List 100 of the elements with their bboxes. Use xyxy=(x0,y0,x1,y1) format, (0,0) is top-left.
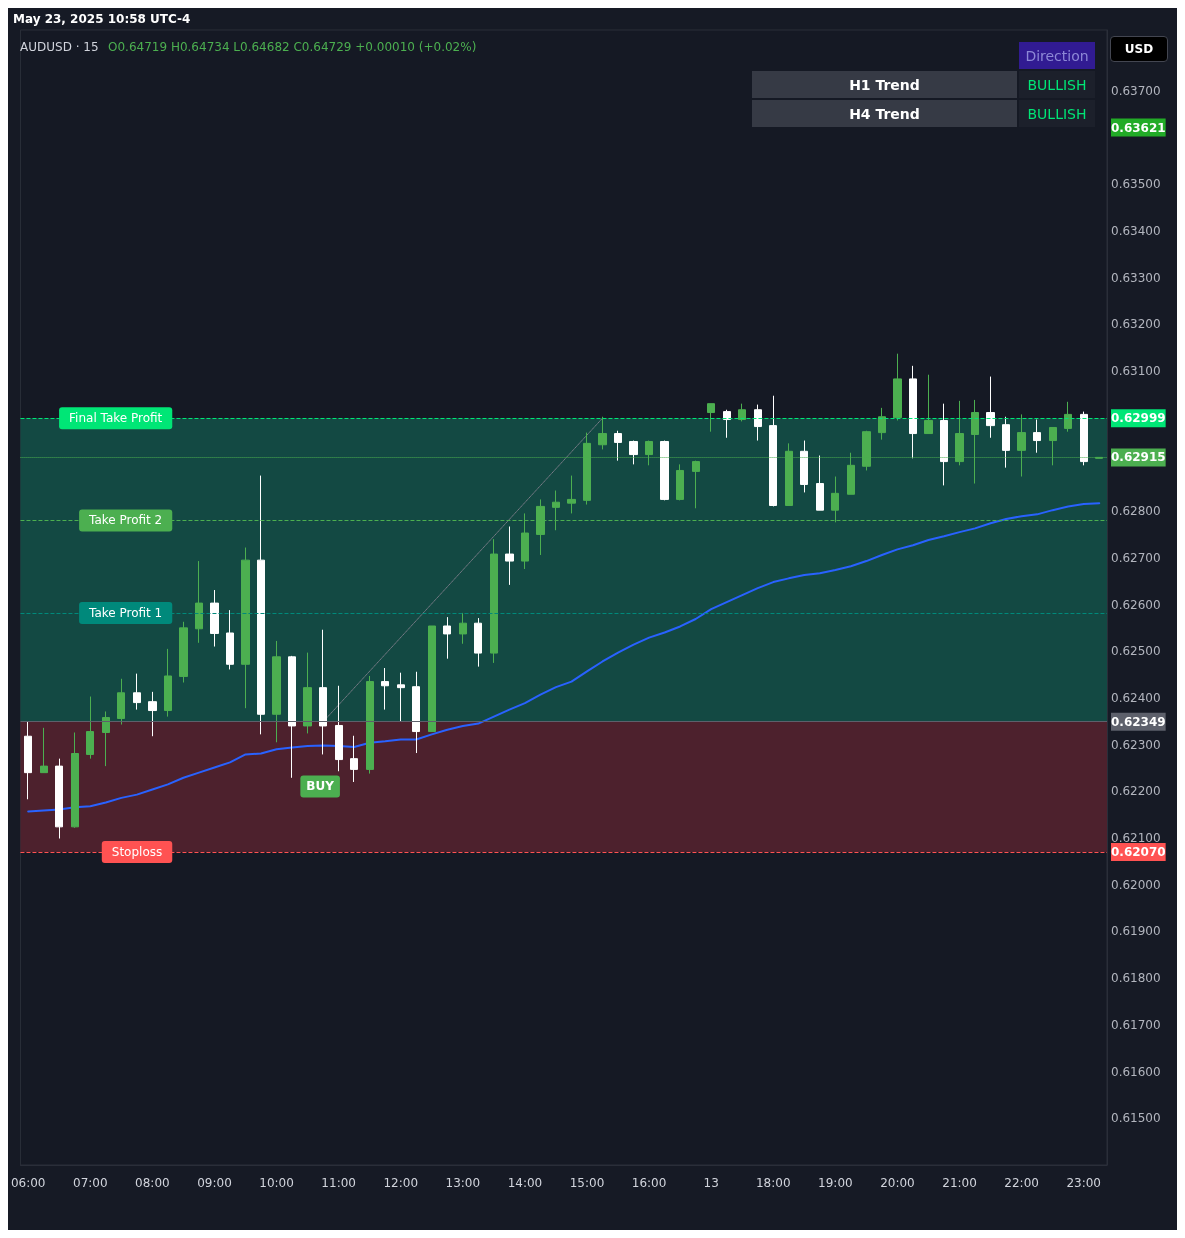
candlestick xyxy=(754,404,762,442)
candlestick xyxy=(676,463,684,501)
text: USD xyxy=(1110,36,1168,62)
y-tick-label: 0.62915 xyxy=(1111,450,1166,465)
x-tick-label: 15:00 xyxy=(569,1176,605,1190)
candlestick xyxy=(893,353,902,421)
candlestick xyxy=(40,727,48,774)
x-tick-label: 07:00 xyxy=(73,1176,108,1190)
y-tick-label: 0.62600 xyxy=(1111,597,1161,612)
candlestick xyxy=(319,629,327,755)
annotation: AUDUSD · 15 xyxy=(20,40,99,54)
x-tick-label: 09:00 xyxy=(197,1176,232,1190)
line-series xyxy=(27,502,1101,813)
candlestick xyxy=(179,621,188,684)
annotation: H4 Trend xyxy=(752,100,1017,127)
annotation: BULLISH xyxy=(1019,71,1095,98)
y-tick-label: 0.61500 xyxy=(1111,1111,1161,1126)
candlestick xyxy=(1064,401,1072,433)
x-tick-label: 10:00 xyxy=(259,1176,294,1190)
x-tick-label: 14:00 xyxy=(507,1176,543,1190)
candlestick xyxy=(614,430,622,462)
x-tick-label: 06:00 xyxy=(10,1176,46,1190)
x-tick-label: 21:00 xyxy=(942,1176,977,1190)
x-tick-label: 22:00 xyxy=(1004,1176,1039,1190)
y-tick-label: 0.61900 xyxy=(1111,924,1161,939)
y-tick-label: 0.63200 xyxy=(1111,317,1161,332)
candlestick xyxy=(816,455,824,511)
candlestick xyxy=(350,735,358,783)
candlestick xyxy=(71,731,79,829)
x-tick-label: 08:00 xyxy=(135,1176,170,1190)
ref-line-label: Final Take Profit xyxy=(69,411,163,426)
candlestick xyxy=(769,395,777,507)
candlestick xyxy=(24,721,32,800)
chart-title: May 23, 2025 10:58 UTC-4 xyxy=(13,12,191,26)
y-tick-label: 0.63300 xyxy=(1111,270,1161,285)
y-tick-label: 0.62400 xyxy=(1111,690,1161,705)
x-tick-label: 20:00 xyxy=(880,1176,915,1190)
candlestick xyxy=(272,640,281,743)
candlestick xyxy=(397,672,405,723)
y-tick-label: 0.62500 xyxy=(1111,644,1161,659)
candlestick xyxy=(800,440,808,493)
y-tick-label: 0.62999 xyxy=(1111,411,1166,426)
candlestick xyxy=(381,667,389,711)
candlestick xyxy=(924,374,933,435)
y-tick-label: 0.61600 xyxy=(1111,1064,1161,1079)
annotation: Direction xyxy=(1019,42,1095,69)
ref-line-label: Stoploss xyxy=(111,845,163,860)
candlestick xyxy=(428,625,436,733)
y-tick-label: 0.62070 xyxy=(1111,845,1166,860)
y-tick-label: 0.62100 xyxy=(1111,831,1161,846)
annotation: BUY xyxy=(306,779,335,794)
candlestick xyxy=(459,612,467,645)
candlestick xyxy=(288,655,296,779)
candlestick xyxy=(878,407,886,441)
candlestick xyxy=(598,416,607,450)
candlestick xyxy=(335,685,343,772)
candlestick xyxy=(303,652,312,734)
candlestick xyxy=(660,440,669,501)
y-tick-label: 0.62000 xyxy=(1111,877,1161,892)
y-tick-label: 0.63500 xyxy=(1111,177,1161,192)
y-tick-label: 0.63621 xyxy=(1111,120,1166,135)
candlestick xyxy=(738,403,746,422)
candlestick xyxy=(723,409,731,439)
candlestick xyxy=(940,403,948,486)
x-tick-label: 16:00 xyxy=(631,1176,667,1190)
y-tick-label: 0.61700 xyxy=(1111,1017,1161,1032)
y-tick-label: 0.62200 xyxy=(1111,784,1161,799)
candlestick xyxy=(909,365,917,459)
candlestick xyxy=(86,696,94,760)
y-tick-label: 0.63100 xyxy=(1111,363,1161,378)
candlestick xyxy=(133,673,141,711)
candlestick xyxy=(692,460,700,509)
x-tick-label: 19:00 xyxy=(818,1176,853,1190)
candlestick xyxy=(1033,419,1041,454)
y-tick-label: 0.62300 xyxy=(1111,737,1161,752)
candlestick xyxy=(102,710,110,767)
ref-line-label: Take Profit 2 xyxy=(88,513,163,528)
y-tick-label: 0.62700 xyxy=(1111,550,1161,565)
y-tick-label: 0.62800 xyxy=(1111,504,1161,519)
candlestick xyxy=(986,376,995,439)
candlestick xyxy=(226,609,234,670)
y-tick-label: 0.63400 xyxy=(1111,223,1161,238)
candlestick xyxy=(257,475,265,735)
annotation: O0.64719 H0.64734 L0.64682 C0.64729 +0.00010 (+0.02%) xyxy=(108,40,477,54)
candlestick xyxy=(505,526,514,586)
candlestick xyxy=(148,691,157,737)
x-tick-label: 23:00 xyxy=(1066,1176,1102,1190)
ref-line-label: Take Profit 1 xyxy=(88,605,163,620)
candlestick xyxy=(241,547,250,709)
candlestick xyxy=(195,560,203,644)
candlestick xyxy=(117,678,125,726)
annotation: BULLISH xyxy=(1019,100,1095,127)
candlestick xyxy=(707,403,715,433)
candlestick xyxy=(210,589,219,648)
candlestick xyxy=(1080,411,1088,466)
candlestick xyxy=(567,475,576,514)
annotation: H1 Trend xyxy=(752,71,1017,98)
candlestick xyxy=(55,758,63,840)
x-tick-label: 12:00 xyxy=(383,1176,419,1190)
candlestick xyxy=(412,671,420,754)
